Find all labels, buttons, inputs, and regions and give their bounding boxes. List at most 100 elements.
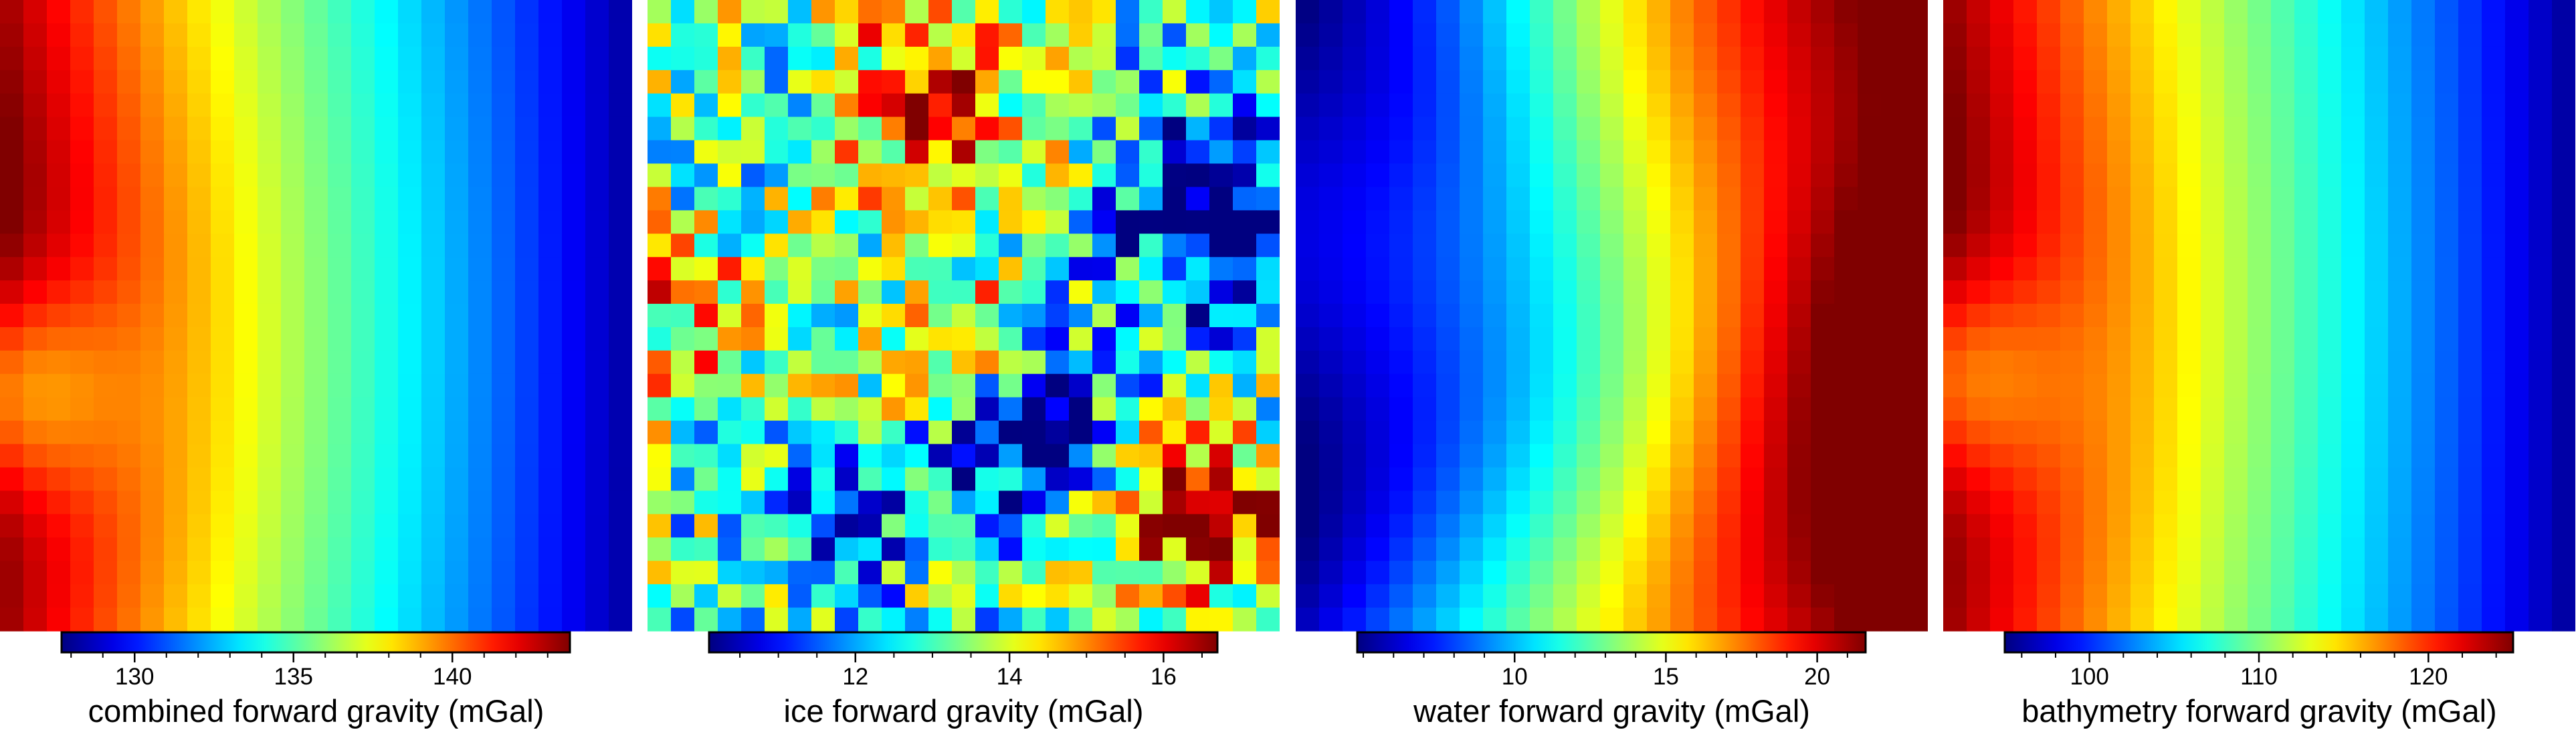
- heatmap-cell: [811, 327, 835, 351]
- heatmap-cell: [1319, 70, 1343, 94]
- heatmap-cell: [1764, 46, 1788, 71]
- heatmap-cell: [117, 234, 141, 258]
- heatmap-cell: [1343, 490, 1367, 515]
- heatmap-cell: [2084, 0, 2108, 24]
- heatmap-cell: [1483, 444, 1507, 468]
- heatmap-cell: [1163, 257, 1187, 281]
- heatmap-cell: [1413, 584, 1437, 608]
- heatmap-cell: [1436, 561, 1460, 585]
- heatmap-cell: [1296, 163, 1320, 188]
- heatmap-cell: [2037, 257, 2061, 281]
- heatmap-cell: [1694, 257, 1718, 281]
- heatmap-cell: [421, 23, 445, 48]
- heatmap-cell: [2107, 140, 2131, 165]
- heatmap-cell: [1904, 373, 1928, 398]
- heatmap-cell: [1209, 608, 1233, 632]
- heatmap-cell: [2154, 584, 2178, 608]
- heatmap-cell: [2411, 304, 2436, 328]
- heatmap-cell: [492, 420, 516, 445]
- heatmap-cell: [2435, 116, 2459, 141]
- heatmap-cell: [1858, 467, 1882, 492]
- heatmap-cell: [70, 116, 94, 141]
- heatmap-cell: [2154, 514, 2178, 538]
- heatmap-cell: [788, 70, 812, 94]
- heatmap-cell: [1834, 163, 1858, 188]
- heatmap-cell: [140, 23, 165, 48]
- heatmap-cell: [1092, 490, 1116, 515]
- heatmap-cell: [905, 163, 929, 188]
- heatmap-cell: [562, 608, 586, 632]
- heatmap-cell: [1834, 210, 1858, 234]
- heatmap-cell: [1413, 46, 1437, 71]
- heatmap-cell: [304, 584, 328, 608]
- heatmap-cell: [585, 70, 609, 94]
- heatmap-cell: [1741, 584, 1765, 608]
- heatmap-cell: [1506, 280, 1530, 304]
- heatmap-cell: [2177, 420, 2201, 445]
- heatmap-cell: [1623, 327, 1648, 351]
- heatmap-cell: [2013, 23, 2038, 48]
- heatmap-cell: [2084, 304, 2108, 328]
- heatmap-cell: [2552, 537, 2575, 561]
- heatmap-cell: [2107, 420, 2131, 445]
- heatmap-cell: [1460, 561, 1484, 585]
- heatmap-cell: [375, 140, 399, 165]
- heatmap-cell: [811, 304, 835, 328]
- heatmap-cell: [2084, 584, 2108, 608]
- heatmap-cell: [928, 187, 953, 211]
- heatmap-cell: [398, 93, 422, 118]
- heatmap-cell: [23, 163, 47, 188]
- heatmap-cell: [1623, 584, 1648, 608]
- heatmap-cell: [858, 350, 882, 375]
- heatmap-cell: [2529, 46, 2553, 71]
- heatmap-cell: [304, 444, 328, 468]
- heatmap-cell: [788, 584, 812, 608]
- heatmap-cell: [952, 397, 976, 422]
- heatmap-cell: [492, 70, 516, 94]
- heatmap-cell: [788, 373, 812, 398]
- heatmap-cell: [2482, 467, 2506, 492]
- heatmap-cell: [2458, 210, 2482, 234]
- heatmap-cell: [1787, 140, 1811, 165]
- heatmap-cell: [1366, 140, 1390, 165]
- heatmap-cell: [164, 93, 188, 118]
- heatmap-cell: [1139, 350, 1163, 375]
- heatmap-cell: [1069, 187, 1093, 211]
- heatmap-cell: [2131, 514, 2155, 538]
- heatmap-cell: [1717, 327, 1741, 351]
- heatmap-cell: [1787, 0, 1811, 24]
- heatmap-cell: [1116, 140, 1140, 165]
- heatmap-cell: [1834, 467, 1858, 492]
- heatmap-cell: [468, 23, 492, 48]
- heatmap-cell: [2060, 280, 2084, 304]
- heatmap-cell: [562, 327, 586, 351]
- heatmap-cell: [1046, 304, 1070, 328]
- heatmap-cell: [2318, 444, 2342, 468]
- heatmap-cell: [1506, 327, 1530, 351]
- heatmap-cell: [671, 23, 695, 48]
- heatmap-cell: [2294, 280, 2318, 304]
- heatmap-cell: [1209, 23, 1233, 48]
- heatmap-cell: [351, 584, 375, 608]
- heatmap-cell: [2131, 420, 2155, 445]
- heatmap-cell: [1163, 140, 1187, 165]
- heatmap-cell: [858, 490, 882, 515]
- heatmap-cell: [234, 350, 258, 375]
- heatmap-cell: [2458, 234, 2482, 258]
- heatmap-cell: [1811, 23, 1835, 48]
- heatmap-cell: [2552, 304, 2575, 328]
- heatmap-cell: [375, 304, 399, 328]
- heatmap-cell: [1296, 46, 1320, 71]
- heatmap-cell: [1904, 23, 1928, 48]
- heatmap-cell: [1256, 0, 1280, 24]
- heatmap-cell: [140, 234, 165, 258]
- heatmap-cell: [375, 584, 399, 608]
- heatmap-cell: [1022, 350, 1046, 375]
- heatmap-cell: [421, 163, 445, 188]
- heatmap-cell: [445, 350, 469, 375]
- heatmap-cell: [2458, 116, 2482, 141]
- heatmap-cell: [882, 70, 906, 94]
- heatmap-cell: [788, 608, 812, 632]
- heatmap-cell: [562, 561, 586, 585]
- heatmap-cell: [1834, 537, 1858, 561]
